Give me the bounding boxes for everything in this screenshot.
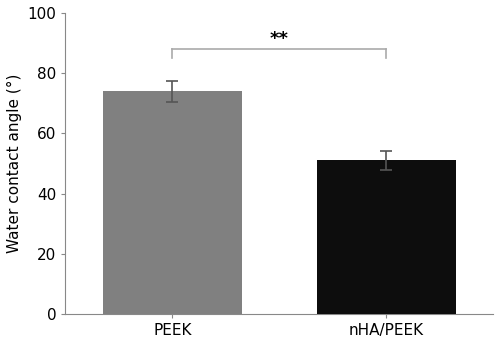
Bar xyxy=(316,160,456,314)
Bar xyxy=(103,91,242,314)
Text: **: ** xyxy=(270,30,288,48)
Y-axis label: Water contact angle (°): Water contact angle (°) xyxy=(7,74,22,253)
